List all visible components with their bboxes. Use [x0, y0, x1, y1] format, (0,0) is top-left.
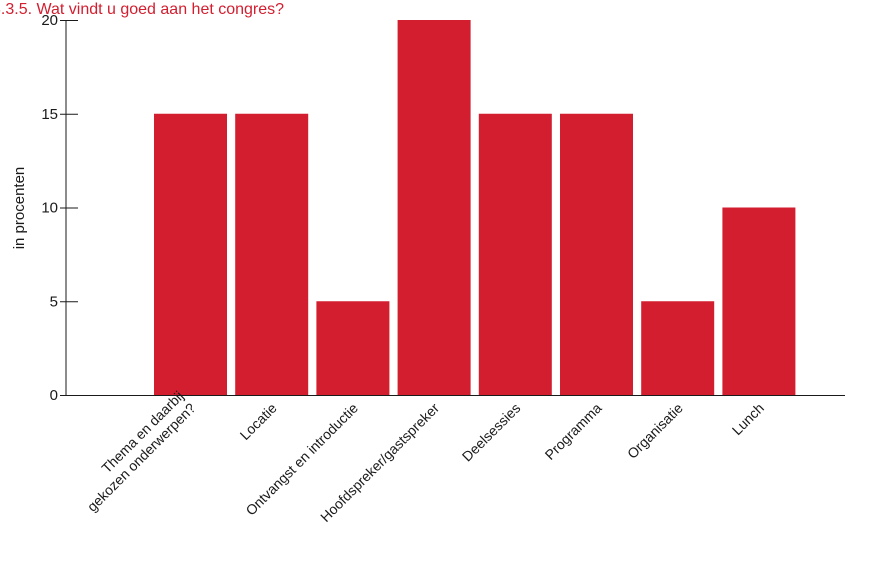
- y-tick-label-10: 10: [41, 200, 58, 217]
- bar-3: [316, 301, 390, 395]
- category-label-6: Programma: [542, 400, 605, 463]
- bar-5: [478, 113, 552, 395]
- category-label-8: Lunch: [729, 400, 767, 438]
- axes-group: 0 5 10 15 20: [41, 12, 845, 404]
- bar-6: [560, 113, 633, 395]
- category-label-7: Organisatie: [624, 400, 686, 462]
- y-tick-label-5: 5: [50, 293, 58, 310]
- y-tick-label-20: 20: [41, 12, 58, 29]
- category-label-2: Locatie: [237, 400, 280, 443]
- bar-8: [722, 207, 796, 395]
- y-axis-label: in procenten: [11, 167, 28, 250]
- y-tick-label-0: 0: [50, 387, 58, 404]
- category-label-5: Deelsessies: [459, 400, 524, 465]
- bar-4: [397, 20, 471, 395]
- bars-group: [154, 20, 796, 395]
- bar-7: [641, 301, 715, 395]
- chart-title: 3.3.5. Wat vindt u goed aan het congres?: [0, 1, 284, 18]
- category-label-1: Thema en daarbijgekozen onderwerpen?: [72, 388, 199, 515]
- y-tick-label-15: 15: [41, 106, 58, 123]
- bar-2: [235, 113, 309, 395]
- category-labels-group: Thema en daarbijgekozen onderwerpen? Loca…: [72, 388, 767, 525]
- bar-1: [154, 113, 227, 395]
